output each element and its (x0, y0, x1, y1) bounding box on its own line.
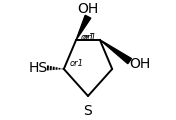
Text: OH: OH (129, 57, 150, 71)
Polygon shape (100, 40, 131, 64)
Polygon shape (76, 15, 91, 40)
Text: HS: HS (29, 61, 48, 75)
Text: or1: or1 (82, 33, 96, 42)
Text: OH: OH (77, 2, 99, 16)
Text: or1: or1 (80, 33, 94, 42)
Text: or1: or1 (70, 59, 84, 68)
Text: S: S (84, 104, 92, 118)
